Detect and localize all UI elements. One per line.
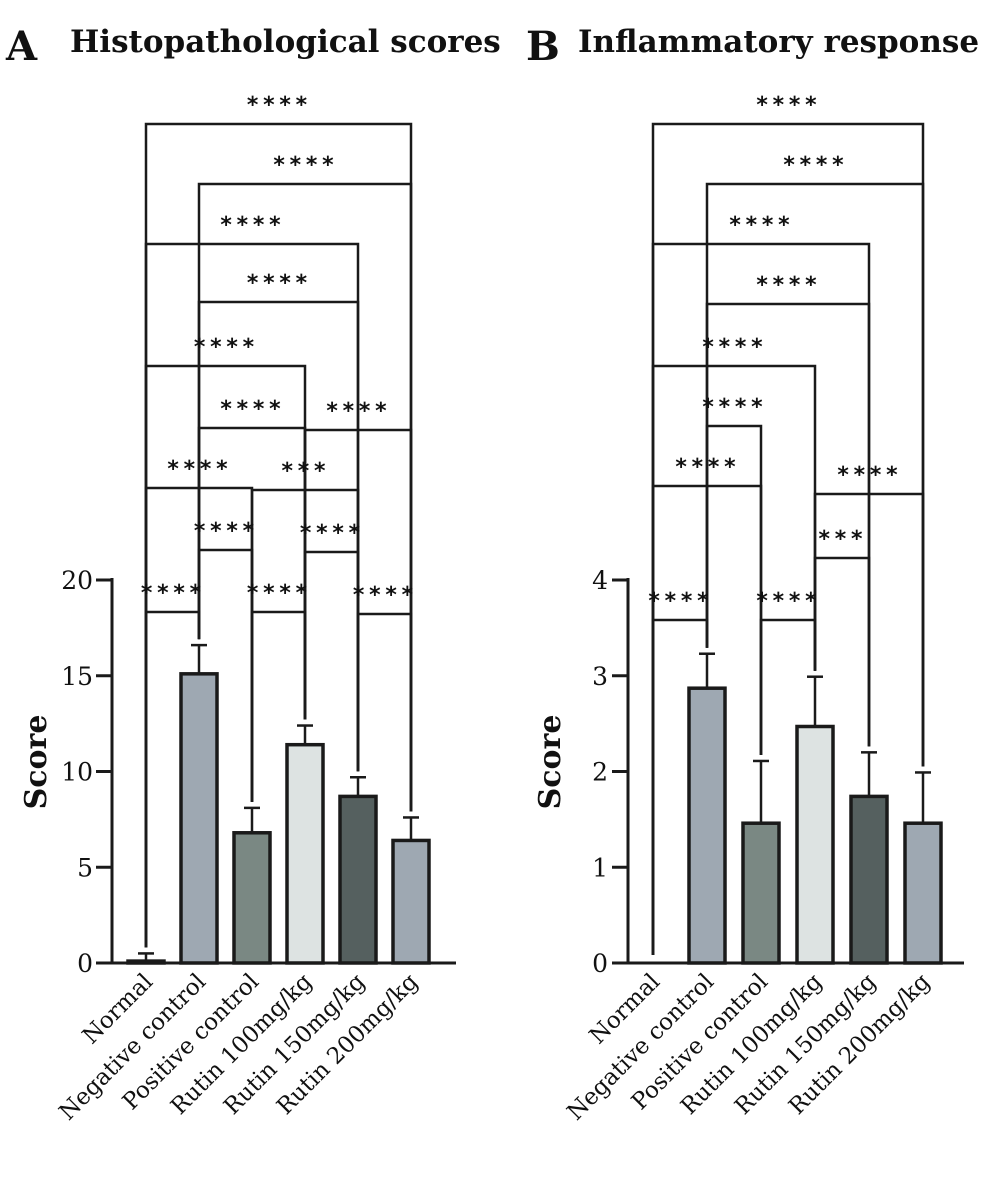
significance-bracket xyxy=(356,612,413,812)
panel-b-title: Inflammatory response xyxy=(578,24,979,60)
bar xyxy=(391,838,431,965)
significance-label: **** xyxy=(193,519,258,544)
bar xyxy=(285,742,325,965)
significance-label: **** xyxy=(729,213,794,238)
y-tick-label: 3 xyxy=(592,662,608,691)
bar xyxy=(795,724,835,965)
panel-a-title: Histopathological scores xyxy=(70,24,501,60)
significance-label: **** xyxy=(246,271,311,296)
significance-label: *** xyxy=(281,459,330,484)
significance-label: **** xyxy=(702,395,767,420)
bar xyxy=(849,794,889,965)
panel-a-y-axis-label: Score xyxy=(19,715,54,810)
significance-label: **** xyxy=(783,153,848,178)
significance-label: **** xyxy=(326,399,391,424)
significance-label: **** xyxy=(273,153,338,178)
bar xyxy=(687,686,727,965)
significance-bracket xyxy=(705,302,871,747)
bar xyxy=(741,821,781,965)
y-tick-label: 0 xyxy=(77,949,93,978)
significance-label: **** xyxy=(675,455,740,480)
significance-label: **** xyxy=(246,93,311,118)
y-tick-label: 1 xyxy=(592,853,608,882)
bar xyxy=(179,672,219,965)
significance-label: **** xyxy=(756,93,821,118)
significance-bracket xyxy=(250,610,307,802)
significance-label: *** xyxy=(818,527,867,552)
significance-label: **** xyxy=(352,583,417,608)
significance-label: **** xyxy=(220,213,285,238)
significance-label: **** xyxy=(299,521,364,546)
bar xyxy=(232,831,272,965)
bar xyxy=(338,794,378,965)
significance-bracket xyxy=(759,618,817,755)
bar xyxy=(126,959,166,965)
significance-label: **** xyxy=(246,581,311,606)
y-tick-label: 5 xyxy=(77,853,93,882)
y-tick-label: 20 xyxy=(61,566,93,595)
y-tick-label: 15 xyxy=(61,662,93,691)
significance-bracket xyxy=(144,364,307,948)
y-tick-label: 10 xyxy=(61,758,93,787)
bar xyxy=(903,821,943,965)
significance-bracket xyxy=(144,610,201,948)
panel-a-letter: A xyxy=(5,23,38,70)
panel-b-y-axis-label: Score xyxy=(533,715,568,810)
significance-label: **** xyxy=(756,589,821,614)
y-tick-label: 4 xyxy=(592,566,608,595)
panel-b-letter: B xyxy=(526,23,560,70)
significance-label: **** xyxy=(167,457,232,482)
significance-label: **** xyxy=(837,463,902,488)
significance-label: **** xyxy=(193,335,258,360)
significance-label: **** xyxy=(756,273,821,298)
significance-bracket xyxy=(651,618,709,955)
significance-bracket xyxy=(813,556,871,747)
y-tick-label: 2 xyxy=(592,758,608,787)
significance-label: **** xyxy=(140,581,205,606)
significance-label: **** xyxy=(220,397,285,422)
significance-bracket xyxy=(303,550,360,772)
significance-label: **** xyxy=(702,335,767,360)
significance-label: **** xyxy=(648,589,713,614)
y-tick-label: 0 xyxy=(592,949,608,978)
